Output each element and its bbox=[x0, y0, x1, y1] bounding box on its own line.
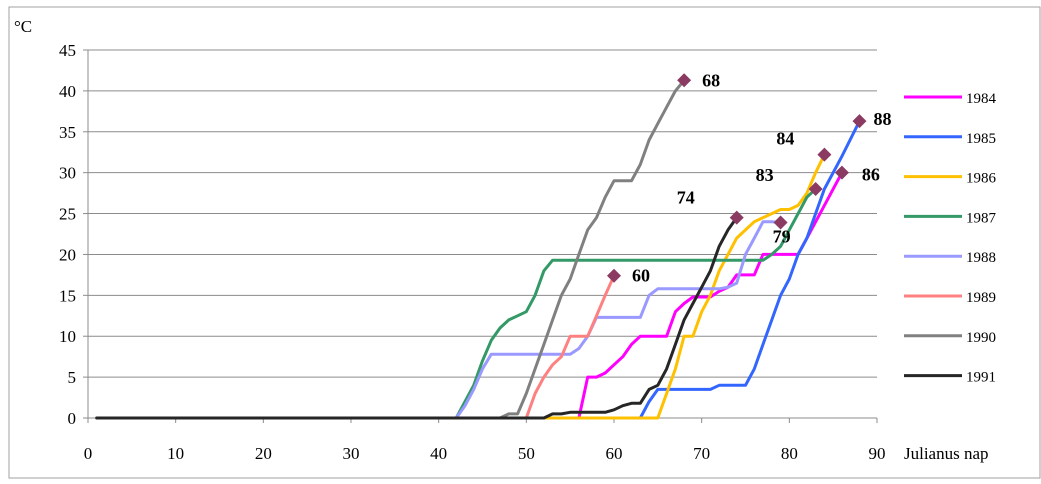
end-label-1991: 74 bbox=[677, 188, 695, 208]
end-marker-1984 bbox=[834, 165, 849, 180]
x-tick-label: 50 bbox=[518, 444, 535, 463]
legend-layer: 1984 1985 1986 1987 1988 1989 1990 1991 bbox=[904, 91, 997, 386]
end-marker-1985 bbox=[852, 114, 867, 129]
series-line-1988 bbox=[95, 220, 783, 420]
y-tick-label: 25 bbox=[59, 205, 76, 224]
x-tick-label: 70 bbox=[693, 444, 710, 463]
legend-label-1988: 1988 bbox=[966, 250, 996, 266]
series-line-1989 bbox=[95, 274, 616, 420]
y-tick-label: 5 bbox=[68, 368, 77, 387]
x-tick-label: 90 bbox=[869, 444, 886, 463]
end-label-1986: 84 bbox=[776, 129, 794, 149]
end-label-1988: 79 bbox=[773, 227, 791, 247]
end-marker-1990 bbox=[677, 73, 692, 88]
y-tick-label: 40 bbox=[59, 82, 76, 101]
end-marker-1988 bbox=[773, 215, 788, 230]
legend-label-1985: 1985 bbox=[966, 131, 996, 147]
x-axis-title: Julianus nap bbox=[904, 444, 989, 463]
x-tick-label: 0 bbox=[84, 444, 93, 463]
series-line-1987 bbox=[95, 187, 818, 420]
end-marker-1989 bbox=[607, 268, 621, 283]
legend-label-1986: 1986 bbox=[966, 171, 997, 187]
y-tick-label: 0 bbox=[68, 409, 77, 428]
grid-layer bbox=[88, 49, 877, 378]
x-tick-label: 80 bbox=[781, 444, 798, 463]
series-line-1990 bbox=[95, 78, 686, 420]
end-label-1984: 86 bbox=[862, 165, 880, 185]
y-tick-label: 35 bbox=[59, 123, 76, 142]
y-axis-title: °C bbox=[14, 17, 32, 36]
x-tick-label: 30 bbox=[343, 444, 360, 463]
legend-label-1991: 1991 bbox=[966, 370, 996, 386]
x-tick-label: 20 bbox=[255, 444, 272, 463]
axis-layer: 0 5 10 15 20 25 30 35 40 45 0 10 20 30 40 50 60 70 80 90 bbox=[59, 41, 886, 463]
end-marker-1987 bbox=[808, 182, 823, 197]
end-label-1987: 83 bbox=[756, 165, 774, 185]
y-tick-label: 20 bbox=[59, 245, 76, 264]
x-tick-label: 10 bbox=[167, 444, 184, 463]
series-line-1984 bbox=[95, 171, 844, 420]
end-label-1990: 68 bbox=[702, 70, 720, 90]
y-tick-label: 10 bbox=[59, 327, 76, 346]
end-marker-1991 bbox=[729, 210, 744, 225]
series-line-1986 bbox=[95, 153, 826, 420]
series-line-1985 bbox=[95, 119, 861, 420]
y-tick-label: 15 bbox=[59, 286, 76, 305]
x-tick-label: 40 bbox=[430, 444, 447, 463]
series-layer bbox=[95, 78, 861, 420]
end-label-1985: 88 bbox=[873, 109, 891, 129]
legend-label-1989: 1989 bbox=[966, 290, 996, 306]
end-marker-1986 bbox=[817, 147, 832, 162]
series-line-1991 bbox=[95, 216, 739, 420]
chart-border bbox=[8, 6, 1041, 479]
y-tick-label: 45 bbox=[59, 41, 76, 60]
y-tick-label: 30 bbox=[59, 164, 76, 183]
legend-label-1987: 1987 bbox=[966, 210, 997, 226]
x-tick-label: 60 bbox=[606, 444, 623, 463]
end-label-1989: 60 bbox=[632, 266, 650, 286]
legend-label-1990: 1990 bbox=[966, 330, 996, 346]
legend-label-1984: 1984 bbox=[966, 91, 997, 107]
